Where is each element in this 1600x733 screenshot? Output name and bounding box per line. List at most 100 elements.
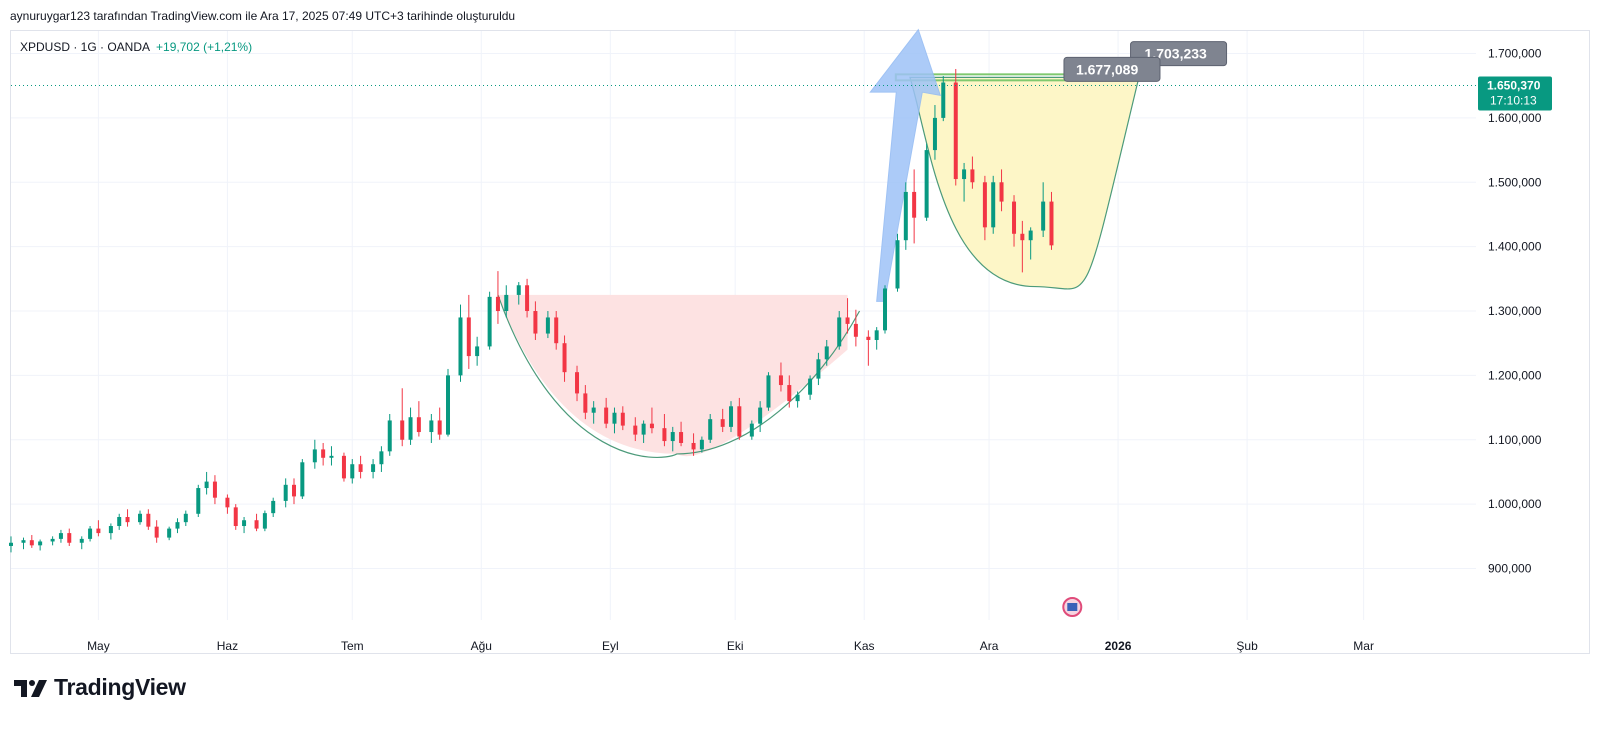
candle-body [233, 507, 238, 527]
candle-body [912, 191, 917, 218]
candle-body [300, 462, 305, 497]
candle-body [554, 317, 559, 344]
candle-body [699, 439, 704, 450]
candle-body [254, 520, 259, 529]
candle-body [29, 540, 34, 546]
candle-body [341, 455, 346, 479]
candle-body [1041, 201, 1046, 231]
candle-body [1012, 201, 1017, 234]
candle-body [941, 82, 946, 118]
candle-body [88, 528, 93, 539]
candle-body [924, 150, 929, 218]
chart-attribution: aynuruygar123 tarafından TradingView.com… [10, 9, 516, 23]
candles [9, 68, 1054, 553]
y-tick-label: 1.400,000 [1488, 240, 1542, 254]
candle-body [533, 311, 538, 334]
x-tick-label: Kas [854, 639, 875, 653]
candle-body [903, 191, 908, 241]
tradingview-logo[interactable]: TradingView [14, 674, 186, 701]
right-cup-fill [909, 76, 1140, 290]
candle-body [212, 481, 217, 498]
y-tick-label: 1.600,000 [1488, 111, 1542, 125]
candle-body [962, 169, 967, 180]
candle-body [670, 432, 675, 442]
x-axis: May Haz Tem Ağu Eyl Eki Kas Ara 2026 Şub Mar [87, 639, 1374, 653]
candle-body [953, 82, 958, 180]
candle-body [292, 484, 297, 497]
candle-body [38, 541, 43, 546]
candle-body [612, 412, 617, 424]
candle-body [720, 419, 725, 427]
candle-body [154, 526, 159, 538]
x-tick-label: Şub [1236, 639, 1258, 653]
candle-body [400, 420, 405, 440]
candle-body [96, 528, 101, 534]
candle-body [408, 417, 413, 440]
price-callout-target-text: 1.677,089 [1076, 61, 1138, 77]
candle-body [816, 359, 821, 379]
price-callout-pointer [1077, 77, 1094, 81]
x-tick-label: Ağu [471, 639, 492, 653]
candle-body [9, 542, 13, 546]
candle-body [691, 442, 696, 450]
candle-body [932, 117, 937, 151]
symbol-legend[interactable]: XPDUSD · 1G · OANDA +19,702 (+1,21%) [20, 40, 252, 54]
breakout-arrow [869, 28, 942, 302]
y-tick-label: 1.000,000 [1488, 497, 1542, 511]
x-tick-label: 2026 [1105, 639, 1132, 653]
x-tick-label: Ara [980, 639, 999, 653]
candle-body [982, 182, 987, 228]
x-tick-label: Eki [727, 639, 744, 653]
y-tick-label: 900,000 [1488, 562, 1532, 576]
tradingview-logo-icon [14, 679, 47, 697]
candle-body [824, 346, 829, 360]
candle-body [329, 455, 334, 458]
candle-body [562, 343, 567, 373]
candle-body [991, 182, 996, 228]
candle-body [350, 464, 355, 479]
candle-body [387, 420, 392, 452]
candle-body [379, 451, 384, 465]
candle-body [970, 169, 975, 183]
candle-body [795, 394, 800, 402]
candle-body [766, 375, 771, 408]
candle-body [183, 513, 188, 523]
candle-body [749, 423, 754, 437]
candle-body [146, 513, 151, 527]
candle-body [633, 425, 638, 435]
candle-body [874, 330, 879, 340]
candle-body [516, 285, 521, 295]
candle-body [466, 317, 471, 357]
candle-body [225, 497, 230, 508]
candle-body [262, 513, 267, 529]
candle-body [620, 412, 625, 426]
price-callout-target [1063, 56, 1161, 82]
candle-body [475, 346, 480, 357]
x-tick-label: May [87, 639, 110, 653]
candle-body [371, 464, 376, 472]
candle-body [729, 406, 734, 427]
candle-body [175, 522, 180, 529]
y-axis: 1.700,000 1.600,000 1.500,000 1.400,000 1.30… [1488, 47, 1542, 576]
candle-body [1020, 233, 1025, 241]
candle-body [545, 317, 550, 334]
candle-body [138, 513, 143, 523]
candle-body [737, 406, 742, 437]
y-tick-label: 1.100,000 [1488, 433, 1542, 447]
price-change: +19,702 (+1,21%) [156, 40, 253, 54]
candle-body [358, 464, 363, 472]
candle-body [649, 423, 654, 429]
candle-body [458, 317, 463, 376]
candle-body [50, 538, 55, 542]
candle-body [641, 423, 646, 435]
candle-body [416, 417, 421, 433]
candle-body [312, 449, 317, 463]
candle-body [271, 500, 276, 514]
candle-body [853, 323, 858, 337]
symbol-info: XPDUSD · 1G · OANDA [20, 40, 151, 54]
candle-body [758, 407, 763, 424]
candle-body [837, 317, 842, 347]
candle-body [204, 481, 209, 489]
